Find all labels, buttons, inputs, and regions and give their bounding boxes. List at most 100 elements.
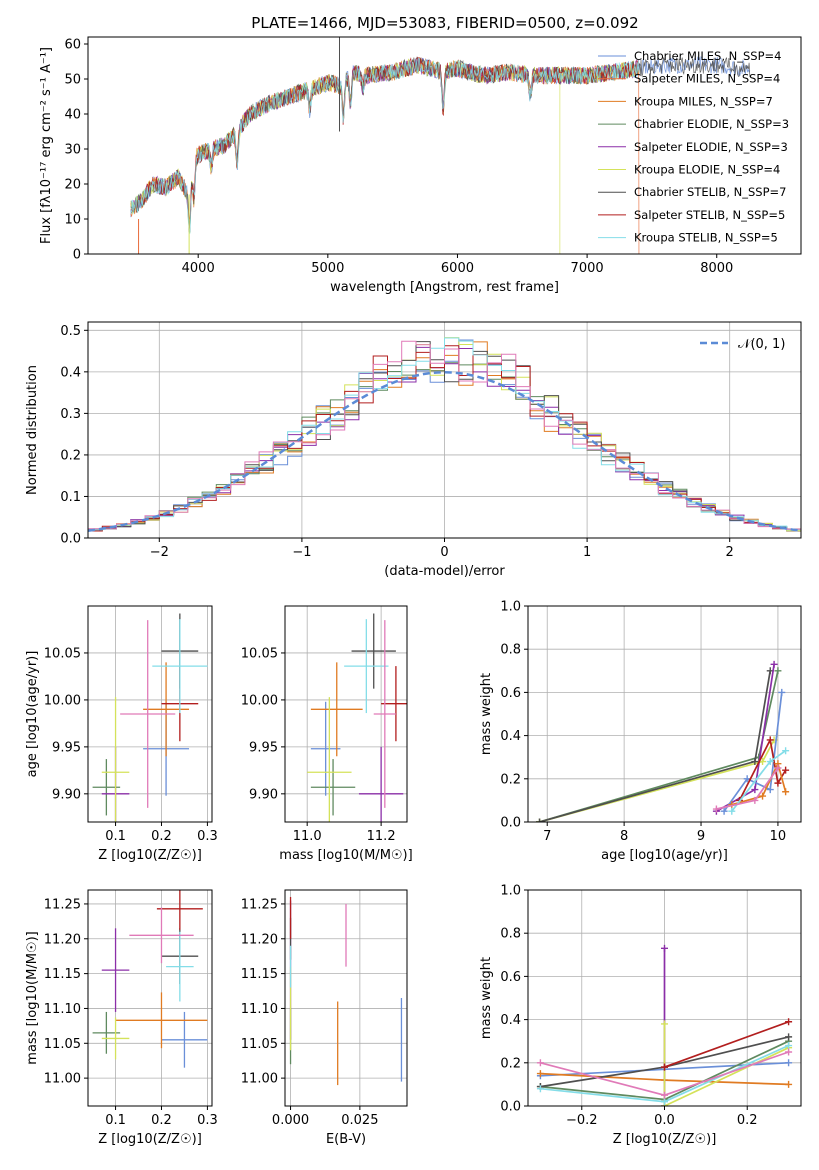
x-axis-label: Z [log10(Z/Z☉)]	[98, 1132, 202, 1147]
axes-frame	[87, 605, 213, 823]
y-tick-label: 10	[64, 213, 81, 228]
y-tick-label: 20	[64, 178, 81, 193]
y-tick-label: 0.5	[60, 324, 81, 339]
x-tick-label: 0.000	[272, 1113, 309, 1128]
error-cross	[166, 931, 194, 1002]
x-tick-label: 1	[583, 545, 591, 560]
y-tick-label: 0.6	[500, 686, 521, 701]
series-marker	[536, 1085, 544, 1093]
series-marker	[720, 807, 728, 815]
series-marker	[774, 779, 782, 787]
error-cross	[101, 928, 130, 1012]
series-marker	[766, 758, 774, 766]
y-tick-label: 11.20	[44, 932, 81, 947]
x-axis-label: age [log10(age/yr)]	[601, 848, 728, 863]
series-marker	[712, 805, 720, 813]
x-tick-label: 0.1	[105, 829, 126, 844]
x-tick-label: 0	[440, 545, 448, 560]
legend-entry: Salpeter MILES, N_SSP=4	[634, 72, 780, 86]
x-tick-label: 5000	[311, 261, 344, 276]
error-cross	[152, 619, 208, 714]
legend-entry: Kroupa STELIB, N_SSP=5	[634, 231, 778, 245]
series-marker	[661, 1020, 668, 1028]
error-cross	[351, 613, 396, 689]
y-tick-label: 11.05	[241, 1037, 278, 1052]
legend-entry: Chabrier STELIB, N_SSP=7	[634, 185, 786, 199]
x-tick-label: −2	[150, 545, 169, 560]
panel-mass_weight_vs_Z: −0.2 0.0 0.2 0.0 0.2 0.4 0.6 0.8 1.0 Z [log10(Z/Z…	[479, 884, 802, 1147]
y-tick-label: 60	[64, 38, 81, 53]
y-tick-label: 0.2	[500, 1056, 521, 1071]
y-tick-label: 0.4	[500, 1013, 521, 1028]
x-tick-label: 0.025	[341, 1113, 378, 1128]
y-tick-label: 0.4	[500, 729, 521, 744]
y-tick-label: 0.8	[500, 927, 521, 942]
x-tick-label: 11.2	[367, 829, 396, 844]
error-cross	[101, 1017, 130, 1060]
x-tick-label: 0.0	[654, 1113, 675, 1128]
y-tick-label: 0.0	[500, 1100, 521, 1115]
y-tick-label: 1.0	[500, 600, 521, 615]
y-tick-label: 1.0	[500, 884, 521, 899]
x-tick-label: 0.2	[151, 1113, 172, 1128]
series-marker	[751, 786, 759, 794]
y-tick-label: 0.0	[500, 816, 521, 831]
plot-area	[88, 337, 801, 532]
y-tick-label: 0.2	[500, 772, 521, 787]
series-marker	[782, 766, 790, 774]
x-tick-label: 0.3	[197, 829, 218, 844]
x-tick-label: 0.3	[197, 1113, 218, 1128]
y-tick-label: 9.95	[52, 740, 81, 755]
series-marker	[759, 792, 767, 800]
series-marker	[661, 944, 668, 952]
x-tick-label: −1	[292, 545, 311, 560]
series-marker	[770, 660, 778, 668]
legend-entry: Salpeter ELODIE, N_SSP=3	[634, 140, 788, 154]
y-tick-label: 9.90	[52, 787, 81, 802]
spectrum-line	[130, 56, 640, 220]
series-marker	[728, 807, 736, 815]
legend-entry: Chabrier ELODIE, N_SSP=3	[634, 117, 789, 131]
plot-area	[92, 890, 208, 1068]
y-tick-label: 0.8	[500, 643, 521, 658]
y-axis-label: age [log10(age/yr)]	[25, 651, 40, 778]
series-marker	[759, 758, 767, 766]
legend: 𝒩(0, 1)	[700, 337, 785, 352]
spectrum-line	[130, 57, 640, 234]
series-line	[664, 1021, 789, 1068]
axes: 4000 5000 6000 7000 8000 0 10 20 30 40 50 60 wavelen…	[39, 36, 802, 295]
panel-age_vs_Z: 0.1 0.2 0.3 9.90 9.95 10.00 10.05 Z [log10(Z/Z☉…	[25, 605, 218, 863]
y-tick-label: 0.0	[60, 532, 81, 547]
axes-frame	[87, 889, 213, 1107]
y-tick-label: 11.00	[44, 1072, 81, 1087]
y-tick-label: 0.4	[60, 365, 81, 380]
series-marker	[751, 796, 759, 804]
y-tick-label: 11.10	[241, 1002, 278, 1017]
series-marker	[536, 1070, 544, 1078]
error-cross	[381, 666, 407, 742]
y-tick-label: 30	[64, 143, 81, 158]
figure-title: PLATE=1466, MJD=53083, FIBERID=0500, z=0…	[251, 14, 638, 32]
axes: 0.1 0.2 0.3 11.00 11.05 11.10 11.15 11.20 11.25 Z…	[25, 889, 218, 1147]
series-marker	[785, 1080, 793, 1088]
series-marker	[785, 1048, 793, 1056]
y-tick-label: 11.25	[241, 897, 278, 912]
error-cross	[310, 701, 341, 796]
legend: Chabrier MILES, N_SSP=4 Salpeter MILES, N…	[598, 49, 789, 245]
x-axis-label: wavelength [Angstrom, rest frame]	[330, 280, 559, 295]
error-cross	[373, 620, 396, 808]
series-marker	[785, 1059, 793, 1067]
y-tick-label: 9.95	[249, 740, 278, 755]
y-tick-label: 10.05	[44, 646, 81, 661]
y-tick-label: 11.05	[44, 1037, 81, 1052]
legend-entry: Salpeter STELIB, N_SSP=5	[634, 208, 785, 222]
panel-age_vs_mass: 11.0 11.2 9.90 9.95 10.00 10.05 mass [log10(M/…	[241, 605, 413, 863]
axes: −2 −1 0 1 2 0.0 0.1 0.2 0.3 0.4 0.5 (data-model)/er…	[25, 321, 802, 579]
x-tick-label: 0.1	[105, 1113, 126, 1128]
error-cross	[115, 992, 208, 1049]
error-cross	[161, 1011, 208, 1068]
plot-area	[536, 944, 793, 1106]
y-tick-label: 50	[64, 73, 81, 88]
series-marker	[785, 1042, 793, 1050]
y-axis-label: Normed distribution	[25, 365, 40, 495]
